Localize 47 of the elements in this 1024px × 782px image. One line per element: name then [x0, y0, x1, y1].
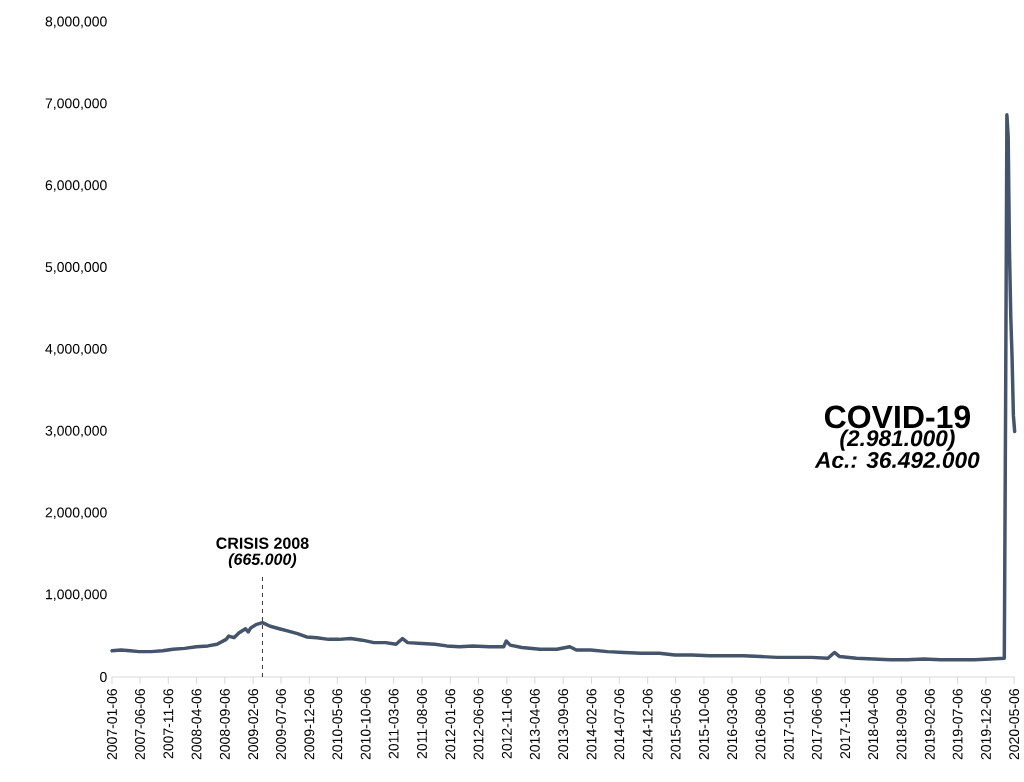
x-tick-label: 2011-08-06 — [417, 689, 427, 759]
y-tick-label: 1,000,000 — [46, 589, 107, 601]
x-tick-label: 2010-10-06 — [360, 689, 371, 760]
x-tick-label: 2014-02-06 — [586, 689, 597, 760]
x-tick-label: 2014-07-06 — [614, 689, 625, 760]
annotation: COVID-19 — [824, 405, 971, 429]
annotation: (665.000) — [228, 553, 297, 569]
x-tick-label: 2008-09-06 — [219, 689, 230, 760]
x-tick-label: 2019-02-06 — [924, 689, 935, 760]
x-tick-label: 2009-12-06 — [304, 689, 315, 760]
y-tick-label: 8,000,000 — [45, 16, 107, 29]
annotation: CRISIS 2008 — [216, 537, 309, 549]
x-tick-label: 2017-06-06 — [811, 689, 822, 760]
x-tick-label: 2020-05-06 — [1009, 689, 1020, 760]
x-tick-label: 2009-07-06 — [276, 689, 286, 760]
x-tick-label: 2007-11-06 — [163, 689, 174, 759]
x-tick-label: 2017-01-06 — [783, 689, 794, 760]
x-tick-label: 2007-01-06 — [107, 689, 117, 760]
x-tick-label: 2008-04-06 — [191, 689, 202, 760]
x-tick-label: 2017-11-06 — [840, 689, 851, 759]
x-tick-label: 2014-12-06 — [642, 689, 653, 760]
x-tick-label: 2011-03-06 — [388, 689, 399, 759]
x-tick-label: 2009-02-06 — [248, 689, 259, 760]
x-tick-label: 2018-04-06 — [868, 689, 879, 760]
x-tick-label: 2015-10-06 — [699, 689, 709, 760]
x-tick-label: 2007-06-06 — [135, 689, 145, 760]
y-tick-label: 6,000,000 — [45, 180, 107, 192]
y-tick-label: 2,000,000 — [45, 507, 107, 520]
x-tick-label: 2013-04-06 — [529, 689, 540, 760]
x-tick-label: 2016-08-06 — [755, 689, 766, 760]
y-tick-label: 5,000,000 — [45, 262, 107, 274]
x-tick-label: 2012-01-06 — [445, 689, 456, 760]
x-tick-label: 2016-03-06 — [727, 689, 738, 760]
y-tick-label: 4,000,000 — [45, 343, 107, 356]
annotation: (2.981.000) — [840, 429, 955, 451]
y-tick-label: 7,000,000 — [45, 98, 107, 110]
y-tick-label: 0 — [100, 672, 107, 682]
x-tick-label: 2019-12-06 — [981, 689, 991, 760]
x-tick-label: 2012-06-06 — [473, 689, 484, 760]
x-tick-label: 2013-09-06 — [558, 689, 569, 760]
x-tick-label: 2015-05-06 — [670, 689, 681, 760]
x-tick-label: 2018-09-06 — [896, 689, 907, 760]
x-tick-label: 2019-07-06 — [952, 689, 963, 760]
x-tick-label: 2010-05-06 — [332, 689, 343, 760]
x-tick-label: 2012-11-06 — [501, 689, 512, 759]
annotation: Ac.: 36.492.000 — [814, 452, 980, 469]
y-tick-label: 3,000,000 — [45, 425, 107, 438]
